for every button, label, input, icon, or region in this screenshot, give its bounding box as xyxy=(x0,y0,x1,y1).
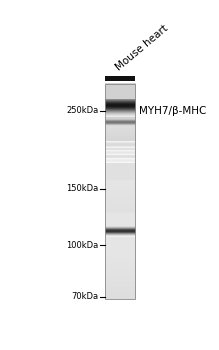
Text: Mouse heart: Mouse heart xyxy=(113,24,170,73)
Text: 70kDa: 70kDa xyxy=(72,292,99,301)
Text: 100kDa: 100kDa xyxy=(66,241,99,250)
Text: 150kDa: 150kDa xyxy=(66,184,99,194)
Text: 250kDa: 250kDa xyxy=(66,106,99,115)
Text: MYH7/β-MHC: MYH7/β-MHC xyxy=(140,106,207,116)
FancyBboxPatch shape xyxy=(105,76,135,81)
